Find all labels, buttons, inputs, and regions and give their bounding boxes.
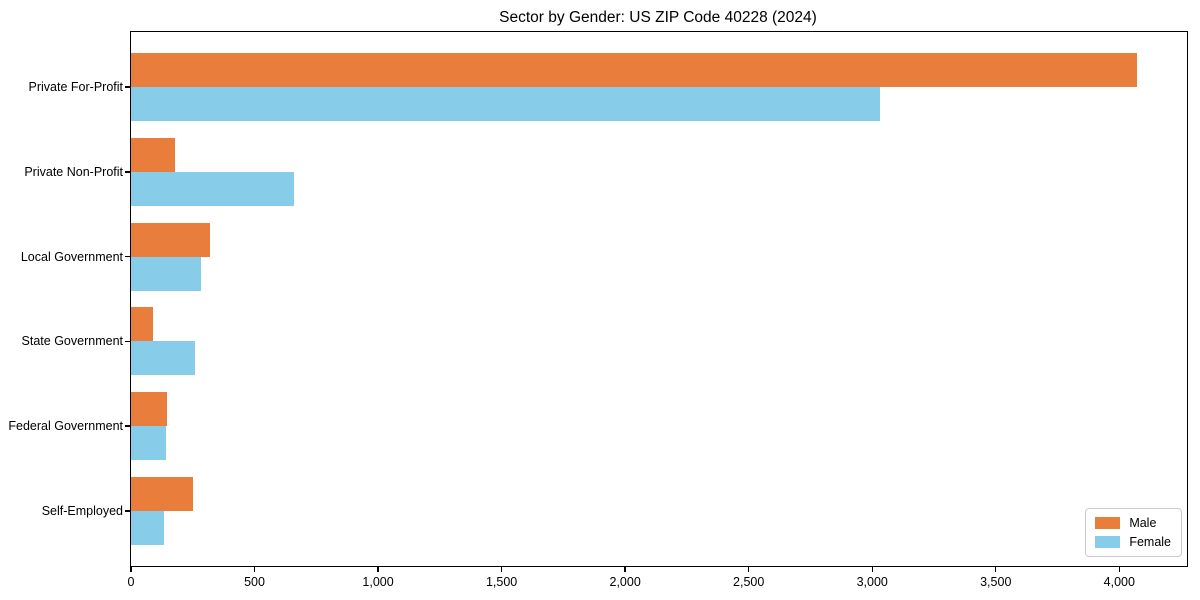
legend-label-female: Female (1129, 535, 1171, 549)
legend-entry-female: Female (1095, 535, 1171, 549)
bar-male-1 (131, 137, 176, 172)
y-tick-label: State Government (21, 334, 123, 349)
x-tick-mark (130, 566, 132, 572)
x-tick-label: 0 (127, 575, 135, 589)
bar-female-1 (131, 171, 295, 206)
y-tick-label: Local Government (20, 249, 123, 264)
x-tick-label: 4,000 (1103, 575, 1135, 589)
legend-label-male: Male (1129, 516, 1157, 530)
y-tick-mark (125, 255, 131, 258)
legend-entry-male: Male (1095, 516, 1171, 530)
bar-male-3 (131, 307, 154, 342)
bar-female-3 (131, 341, 196, 376)
legend-swatch-male-icon (1095, 517, 1121, 529)
x-tick-mark (500, 566, 503, 572)
x-tick-mark (377, 566, 379, 572)
y-tick-label: Private For-Profit (28, 80, 123, 95)
x-tick-label: 1,000 (362, 575, 394, 589)
legend: Male Female (1085, 508, 1182, 557)
y-tick-mark (125, 171, 131, 173)
x-tick-mark (871, 566, 873, 572)
bar-male-4 (131, 392, 167, 427)
x-tick-mark (624, 566, 626, 572)
y-tick-label: Federal Government (8, 419, 123, 434)
bar-male-2 (131, 222, 211, 257)
x-tick-mark (995, 566, 997, 572)
bar-male-5 (131, 477, 193, 511)
bar-female-2 (131, 256, 202, 291)
y-tick-mark (125, 340, 131, 343)
chart-title: Sector by Gender: US ZIP Code 40228 (202… (499, 9, 817, 26)
plot-area: Male Female Private For-Profit Private No… (8, 31, 1188, 589)
x-tick-mark (747, 566, 750, 572)
bar-female-0 (131, 87, 880, 121)
x-tick-label: 500 (244, 575, 265, 589)
bar-male-0 (131, 53, 1137, 88)
legend-swatch-female-icon (1095, 536, 1121, 548)
x-tick-mark (253, 566, 256, 572)
y-tick-mark (125, 425, 131, 427)
y-tick-mark (125, 86, 131, 88)
x-tick-label: 2,000 (609, 575, 641, 589)
y-tick-mark (125, 510, 131, 512)
bar-female-4 (131, 426, 166, 461)
x-tick-label: 2,500 (733, 575, 765, 589)
x-tick-mark (1118, 566, 1120, 572)
x-tick-label: 3,500 (980, 575, 1012, 589)
x-tick-label: 1,500 (485, 575, 518, 589)
y-tick-label: Private Non-Profit (24, 164, 123, 179)
bar-female-5 (131, 510, 165, 545)
y-tick-label: Self-Employed (41, 503, 123, 518)
x-tick-label: 3,000 (856, 575, 888, 589)
